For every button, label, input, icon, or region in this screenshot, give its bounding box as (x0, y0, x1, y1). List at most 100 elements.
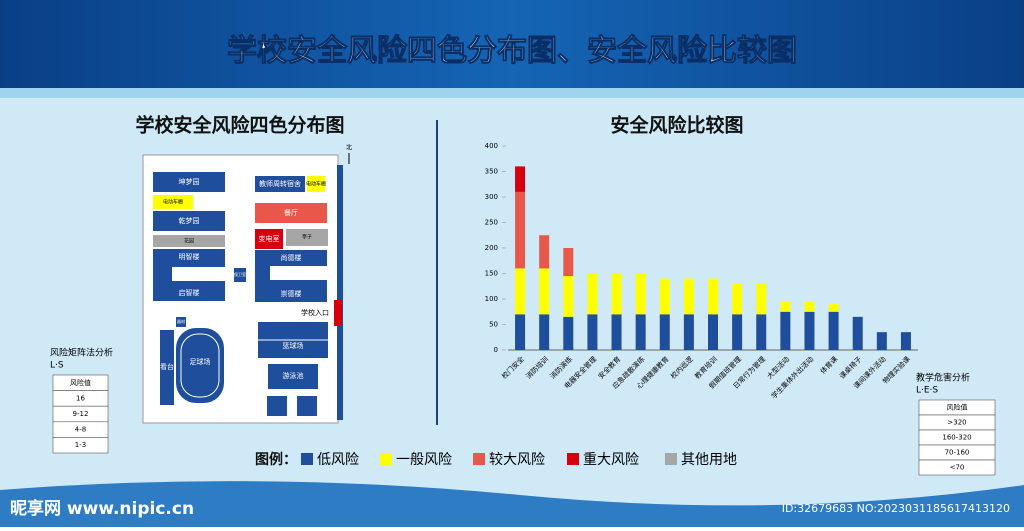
track-line (180, 333, 220, 398)
bar-segment (611, 273, 622, 315)
map-building (234, 268, 246, 282)
map-building (334, 300, 342, 326)
bar-segment (587, 273, 598, 315)
legend-swatch (301, 453, 313, 465)
y-tick-label: 0 (494, 346, 498, 354)
bar-segment (876, 332, 887, 350)
page-title: 学校安全风险四色分布图、安全风险比较图 (227, 34, 797, 69)
table-text: 70-160 (945, 449, 970, 457)
table-text: 风险值 (947, 403, 968, 412)
y-tick-label: 350 (485, 168, 498, 176)
map-building (268, 364, 318, 389)
bar-segment (732, 283, 743, 315)
bar-segment (563, 316, 574, 350)
map-label: 崇德楼 (281, 289, 302, 298)
bar-segment (756, 314, 767, 350)
y-tick-label: 150 (485, 270, 498, 278)
footer-site: 昵享网 www.nipic.cn (10, 498, 194, 519)
map-building (153, 211, 225, 231)
map-label: 教师周转宿舍 (259, 179, 301, 188)
bar-segment (708, 278, 718, 315)
table-text: 160-320 (942, 434, 971, 442)
table-text: 16 (76, 394, 85, 402)
map-label: 明智楼 (179, 252, 200, 261)
map-title: 学校安全风险四色分布图 (135, 114, 344, 137)
table-text: 4-8 (75, 426, 86, 434)
y-tick-label: 200 (485, 244, 498, 252)
table-subtitle: L·S (50, 361, 64, 371)
bar-segment (828, 304, 839, 312)
table-title: 风险矩阵法分析 (50, 347, 113, 359)
legend-label: 低风险 (317, 452, 359, 468)
map-label: 篮球场 (283, 341, 304, 350)
map-strip (172, 267, 232, 281)
bar-segment (611, 314, 622, 350)
table-text: 1-3 (75, 441, 86, 449)
map-label: 餐厅 (284, 208, 298, 217)
map-building (255, 229, 283, 249)
map-label: 启智楼 (179, 288, 200, 297)
map-strip (270, 266, 328, 280)
table-cell (918, 459, 996, 476)
map-label: 学校入口 (301, 308, 329, 317)
table-cell (52, 437, 109, 454)
table-title: 教学危害分析 (916, 372, 970, 384)
map-label: 尚德楼 (281, 253, 302, 262)
bar-segment (828, 311, 839, 350)
map-building (286, 229, 328, 246)
header-stripe (0, 88, 1024, 98)
bar-segment (804, 301, 815, 312)
bar-segment (539, 235, 550, 269)
legend-label: 一般风险 (396, 452, 452, 468)
table-text: 9-12 (73, 410, 89, 418)
bar-segment (756, 283, 767, 315)
map-building (160, 330, 174, 405)
bar-segment (515, 166, 526, 192)
map-label: 器材 (177, 318, 185, 324)
map-building (307, 176, 325, 192)
bar-segment (515, 314, 526, 350)
table-text: 风险值 (70, 378, 91, 387)
legend-label: 其他用地 (681, 452, 737, 468)
bar-segment (563, 276, 574, 317)
map-building (255, 176, 305, 192)
map-label: 看台 (160, 362, 174, 371)
map-label: 北 (346, 144, 352, 152)
bar-segment (900, 332, 911, 350)
map-label: 变电室 (259, 234, 280, 243)
legend-label: 较大风险 (489, 452, 545, 468)
bar-segment (852, 316, 863, 350)
legend-label: 重大风险 (583, 452, 639, 468)
y-tick-label: 100 (485, 295, 498, 303)
bar-segment (683, 278, 694, 315)
map-label: 坤梦园 (179, 177, 200, 186)
map-label: 足球场 (190, 357, 211, 366)
map-building (176, 328, 224, 403)
bar-segment (659, 314, 670, 350)
map-label: 电动车棚 (306, 181, 326, 188)
header-band (0, 0, 1024, 88)
map-label: 亭子 (302, 234, 312, 241)
map-label: 乾梦园 (179, 216, 200, 225)
map-label: 游泳池 (283, 371, 304, 380)
bar-segment (708, 314, 718, 350)
bar-segment (780, 311, 791, 350)
bar-segment (780, 301, 791, 312)
bar-segment (659, 278, 670, 315)
bar-segment (539, 268, 550, 315)
chart-title: 安全风险比较图 (610, 114, 743, 137)
bar-segment (515, 268, 526, 315)
bar-segment (804, 311, 815, 350)
map-building (297, 396, 317, 416)
legend-title: 图例： (255, 451, 297, 468)
road (337, 165, 343, 420)
bar-segment (587, 314, 598, 350)
map-building (153, 235, 225, 247)
map-building (153, 172, 225, 192)
map-building (267, 396, 287, 416)
map-building (153, 195, 193, 209)
bar-segment (563, 248, 574, 277)
map-label: 电动车棚 (163, 199, 183, 206)
